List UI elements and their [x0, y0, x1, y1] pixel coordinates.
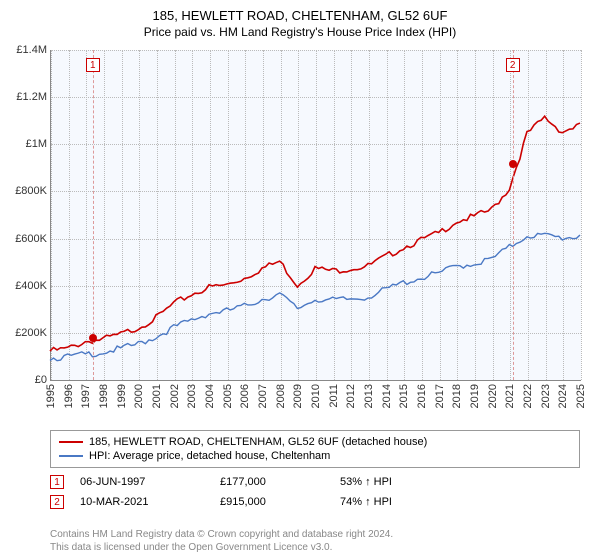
- chart-plot: £0£200K£400K£600K£800K£1M£1.2M£1.4M19951…: [50, 50, 580, 380]
- y-axis-label: £200K: [15, 327, 47, 339]
- x-axis-label: 2008: [275, 384, 287, 408]
- footer-line-2: This data is licensed under the Open Gov…: [50, 541, 580, 554]
- x-axis-label: 2017: [434, 384, 446, 408]
- footer-line-1: Contains HM Land Registry data © Crown c…: [50, 528, 580, 541]
- y-axis-label: £600K: [15, 233, 47, 245]
- transaction-row: 210-MAR-2021£915,00074% ↑ HPI: [50, 492, 580, 512]
- marker-dot: [89, 334, 97, 342]
- x-axis-label: 2000: [133, 384, 145, 408]
- x-axis-label: 2025: [575, 384, 587, 408]
- y-axis-label: £1.4M: [16, 44, 47, 56]
- x-axis-label: 2018: [451, 384, 463, 408]
- x-axis-label: 2019: [469, 384, 481, 408]
- y-axis-label: £1.2M: [16, 91, 47, 103]
- legend-item: 185, HEWLETT ROAD, CHELTENHAM, GL52 6UF …: [59, 435, 571, 449]
- legend-item: HPI: Average price, detached house, Chel…: [59, 449, 571, 463]
- x-axis-label: 1998: [98, 384, 110, 408]
- chart-subtitle: Price paid vs. HM Land Registry's House …: [0, 23, 600, 39]
- x-axis-label: 1999: [116, 384, 128, 408]
- footer-text: Contains HM Land Registry data © Crown c…: [50, 528, 580, 554]
- x-axis-label: 2014: [381, 384, 393, 408]
- marker-label: 2: [506, 58, 520, 72]
- x-axis-label: 2012: [345, 384, 357, 408]
- y-axis-label: £800K: [15, 185, 47, 197]
- series-line: [50, 116, 580, 351]
- x-axis-label: 2023: [540, 384, 552, 408]
- x-axis-label: 2005: [222, 384, 234, 408]
- legend-box: 185, HEWLETT ROAD, CHELTENHAM, GL52 6UF …: [50, 430, 580, 468]
- x-axis-label: 1996: [63, 384, 75, 408]
- x-axis-label: 2009: [292, 384, 304, 408]
- x-axis-label: 2022: [522, 384, 534, 408]
- x-axis-label: 2013: [363, 384, 375, 408]
- x-axis-label: 2021: [504, 384, 516, 408]
- x-axis-label: 2020: [487, 384, 499, 408]
- x-axis-label: 2015: [398, 384, 410, 408]
- transaction-row: 106-JUN-1997£177,00053% ↑ HPI: [50, 472, 580, 492]
- x-axis-label: 2001: [151, 384, 163, 408]
- series-line: [50, 233, 580, 360]
- marker-dot: [509, 160, 517, 168]
- x-axis-label: 1997: [80, 384, 92, 408]
- marker-label: 1: [86, 58, 100, 72]
- y-axis-label: £400K: [15, 280, 47, 292]
- x-axis-label: 2007: [257, 384, 269, 408]
- x-axis-label: 2024: [557, 384, 569, 408]
- x-axis-label: 2002: [169, 384, 181, 408]
- x-axis-label: 2003: [186, 384, 198, 408]
- x-axis-label: 2004: [204, 384, 216, 408]
- y-axis-label: £1M: [26, 138, 47, 150]
- x-axis-label: 2011: [328, 384, 340, 408]
- transaction-table: 106-JUN-1997£177,00053% ↑ HPI210-MAR-202…: [50, 472, 580, 512]
- x-axis-label: 2016: [416, 384, 428, 408]
- chart-title: 185, HEWLETT ROAD, CHELTENHAM, GL52 6UF: [0, 0, 600, 23]
- x-axis-label: 1995: [45, 384, 57, 408]
- x-axis-label: 2006: [239, 384, 251, 408]
- x-axis-label: 2010: [310, 384, 322, 408]
